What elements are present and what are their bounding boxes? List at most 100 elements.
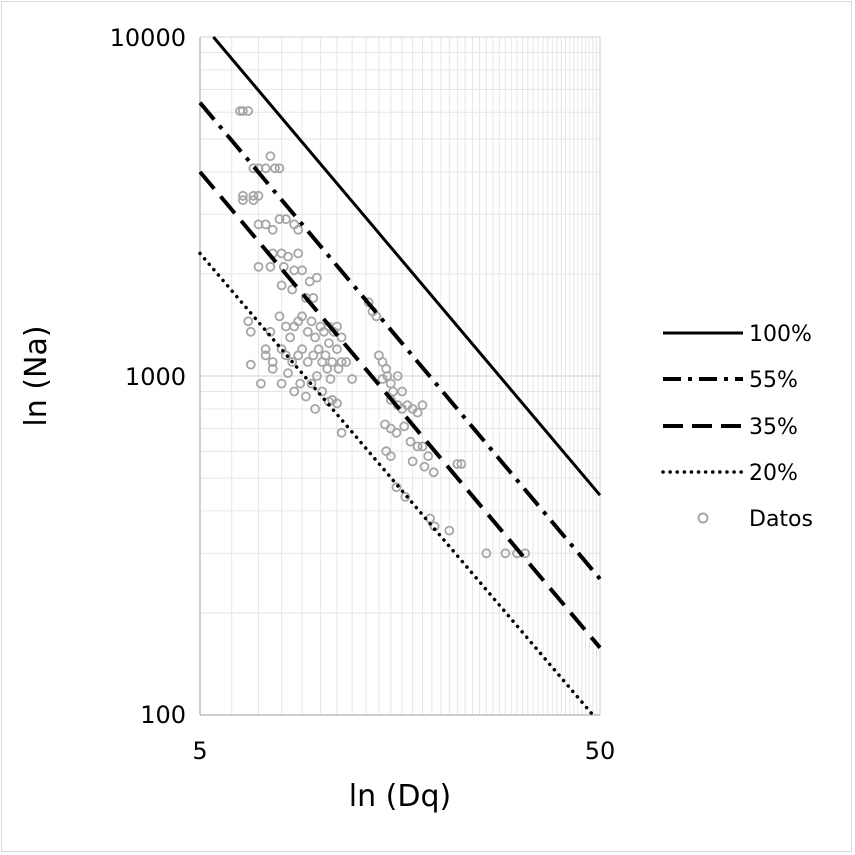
data-point bbox=[265, 326, 276, 337]
data-point bbox=[267, 224, 278, 235]
data-point bbox=[293, 248, 304, 259]
major-gridlines bbox=[200, 36, 601, 715]
data-point bbox=[289, 386, 300, 397]
data-point bbox=[280, 214, 291, 225]
x-axis-title: ln (Dq) bbox=[349, 779, 451, 814]
y-tick-labels: 100 1000 10000 bbox=[110, 24, 186, 729]
data-point bbox=[289, 265, 300, 276]
y-axis-title: ln (Na) bbox=[19, 325, 54, 426]
legend-label-20: 20% bbox=[749, 461, 798, 486]
data-point bbox=[295, 378, 306, 389]
series-line-20pct bbox=[198, 251, 595, 717]
data-point bbox=[382, 371, 393, 381]
data-point bbox=[310, 403, 321, 414]
plot-area bbox=[198, 36, 602, 717]
data-point bbox=[245, 326, 256, 337]
data-point bbox=[336, 427, 347, 438]
data-point bbox=[397, 386, 408, 397]
data-point bbox=[322, 363, 333, 374]
data-point bbox=[392, 371, 403, 381]
data-point bbox=[287, 357, 298, 367]
x-tick-label: 5 bbox=[192, 737, 207, 765]
data-point bbox=[306, 316, 317, 327]
data-point bbox=[260, 350, 271, 361]
data-point bbox=[276, 378, 287, 389]
data-point bbox=[243, 316, 254, 327]
data-point bbox=[399, 421, 410, 432]
data-point bbox=[260, 344, 271, 355]
data-point bbox=[297, 311, 308, 322]
legend: 100% 55% 35% 20% Datos bbox=[661, 322, 813, 532]
data-point bbox=[280, 321, 291, 332]
data-point bbox=[327, 357, 338, 367]
data-point bbox=[444, 525, 455, 536]
data-point bbox=[274, 214, 285, 225]
data-point bbox=[481, 548, 492, 559]
y-tick-label: 10000 bbox=[110, 24, 186, 52]
data-point bbox=[388, 386, 399, 397]
data-point bbox=[267, 363, 278, 374]
data-point bbox=[304, 276, 315, 287]
data-point bbox=[311, 272, 322, 283]
data-point bbox=[407, 456, 418, 467]
data-point bbox=[237, 106, 248, 116]
series-line-55pct bbox=[198, 101, 602, 581]
data-point bbox=[377, 374, 388, 384]
data-point bbox=[306, 378, 317, 389]
data-point bbox=[317, 386, 328, 397]
data-point bbox=[405, 436, 416, 447]
x-tick-labels: 5 50 bbox=[192, 737, 615, 765]
data-point bbox=[285, 332, 296, 343]
data-point bbox=[323, 338, 334, 349]
data-point bbox=[283, 368, 293, 379]
data-point bbox=[456, 459, 467, 469]
data-point bbox=[248, 190, 259, 201]
data-point bbox=[260, 219, 271, 230]
data-point bbox=[391, 482, 402, 493]
series-line-100pct bbox=[212, 36, 602, 497]
data-point bbox=[417, 441, 428, 452]
data-point bbox=[274, 311, 285, 322]
data-points bbox=[235, 106, 531, 559]
data-point bbox=[332, 344, 342, 355]
x-tick-label: 50 bbox=[585, 737, 616, 765]
data-point bbox=[265, 151, 276, 162]
data-point bbox=[400, 491, 411, 502]
legend-swatch-datos bbox=[697, 512, 709, 524]
data-point bbox=[313, 344, 324, 355]
data-point bbox=[391, 427, 402, 438]
data-point bbox=[341, 357, 352, 367]
data-point bbox=[248, 195, 259, 206]
data-point bbox=[276, 280, 287, 291]
data-point bbox=[412, 407, 423, 418]
legend-label-35: 35% bbox=[749, 415, 798, 440]
data-point bbox=[255, 378, 266, 389]
data-point bbox=[332, 321, 342, 332]
series-lines bbox=[198, 36, 602, 717]
data-point bbox=[267, 357, 278, 367]
data-point bbox=[412, 441, 423, 452]
axes bbox=[199, 37, 600, 716]
data-point bbox=[245, 359, 256, 370]
data-point bbox=[280, 350, 291, 361]
data-point bbox=[452, 459, 463, 469]
data-point bbox=[308, 292, 319, 303]
data-point bbox=[419, 461, 430, 472]
data-point bbox=[308, 350, 319, 361]
legend-label-datos: Datos bbox=[749, 507, 813, 532]
data-point bbox=[325, 374, 336, 384]
data-point bbox=[237, 190, 248, 201]
data-point bbox=[297, 265, 308, 276]
data-point bbox=[270, 163, 280, 174]
data-point bbox=[243, 106, 254, 116]
data-point bbox=[260, 163, 271, 174]
data-point bbox=[417, 400, 428, 411]
data-point bbox=[310, 332, 321, 343]
data-point bbox=[265, 261, 276, 272]
data-point bbox=[318, 326, 329, 337]
data-point bbox=[320, 350, 331, 361]
data-point bbox=[428, 467, 439, 478]
data-point bbox=[293, 224, 304, 235]
data-point bbox=[332, 398, 342, 409]
